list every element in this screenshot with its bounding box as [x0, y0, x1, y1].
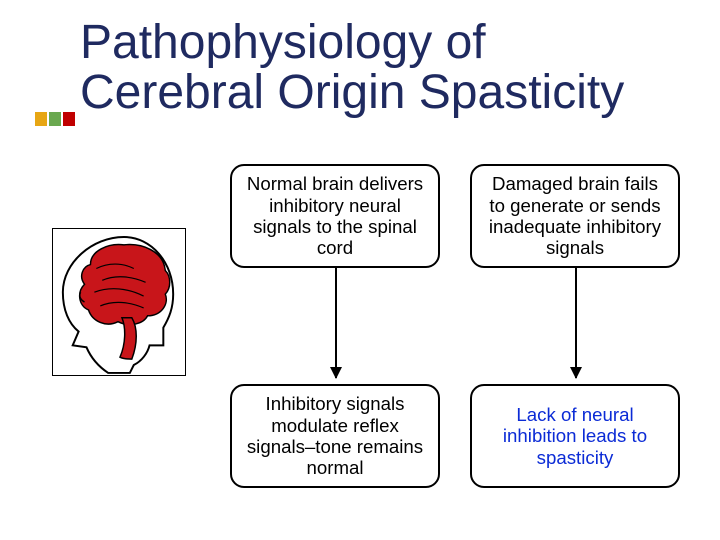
box-normal-brain-text: Normal brain delivers inhibitory neural …	[242, 173, 428, 259]
accent-square-3	[63, 112, 75, 126]
accent-square-1	[35, 112, 47, 126]
brain-icon	[53, 229, 185, 375]
box-spasticity-outcome: Lack of neural inhibition leads to spast…	[470, 384, 680, 488]
accent-square-2	[49, 112, 61, 126]
title-accent-squares	[35, 112, 77, 128]
box-damaged-brain-text: Damaged brain fails to generate or sends…	[482, 173, 668, 259]
box-spasticity-outcome-text: Lack of neural inhibition leads to spast…	[482, 404, 668, 468]
arrow-left	[335, 268, 337, 378]
box-inhibitory-modulate-text: Inhibitory signals modulate reflex signa…	[242, 393, 428, 479]
slide-title: Pathophysiology of Cerebral Origin Spast…	[80, 18, 660, 119]
box-inhibitory-modulate: Inhibitory signals modulate reflex signa…	[230, 384, 440, 488]
brain-illustration-frame	[52, 228, 186, 376]
box-normal-brain: Normal brain delivers inhibitory neural …	[230, 164, 440, 268]
arrow-right	[575, 268, 577, 378]
box-damaged-brain: Damaged brain fails to generate or sends…	[470, 164, 680, 268]
slide-title-block: Pathophysiology of Cerebral Origin Spast…	[80, 18, 660, 119]
